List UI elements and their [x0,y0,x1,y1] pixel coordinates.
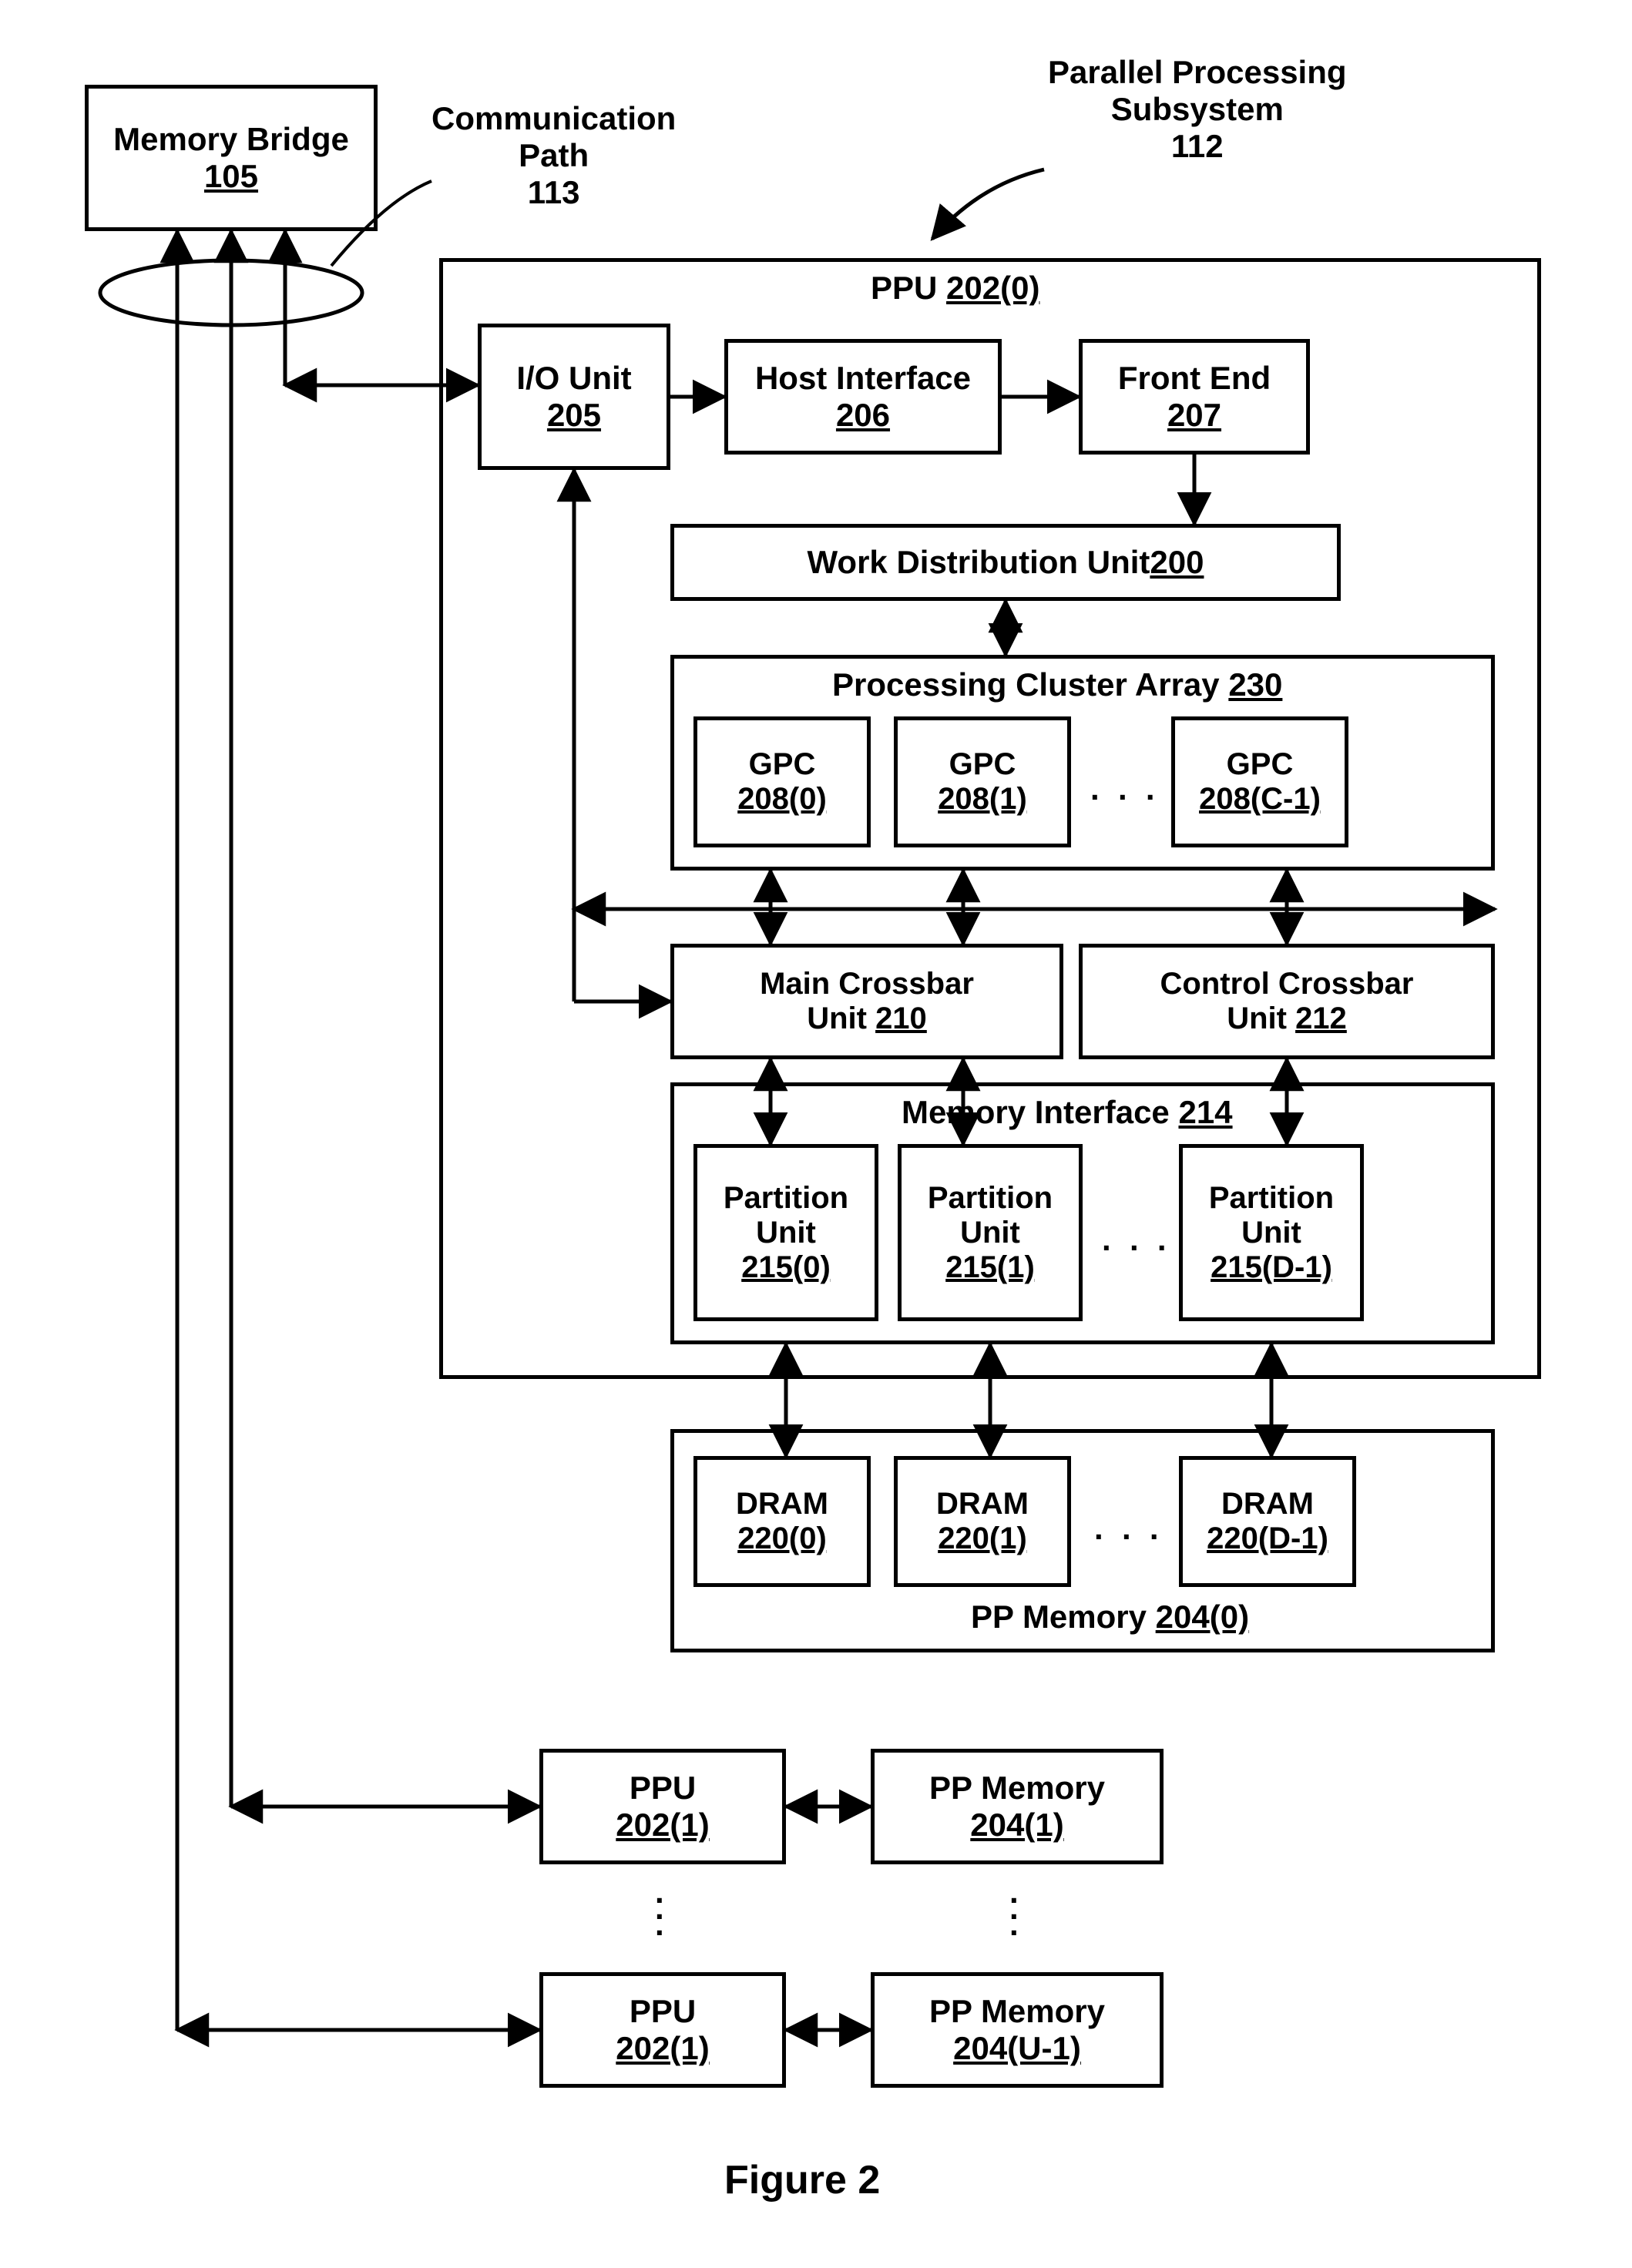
memory-bridge-block: Memory Bridge 105 [85,85,378,231]
pp-subsys-ref: 112 [1048,128,1347,165]
memif-label-text: Memory Interface [902,1094,1178,1130]
dram-1-block: DRAM 220(1) [894,1456,1071,1587]
gpc-ellipsis: . . . [1090,770,1160,807]
pca-label: Processing Cluster Array 230 [832,666,1282,703]
ppmem-u-label: PP Memory [929,1993,1105,2030]
ppu-vdots: ... [655,1884,664,1932]
gpc-0-ref: 208(0) [737,782,827,817]
control-crossbar-line2: Unit 212 [1227,1001,1347,1036]
work-dist-ref: 200 [1150,544,1204,581]
ppu-u-label: PPU [630,1993,696,2030]
main-crossbar-line2: Unit 210 [807,1001,927,1036]
partition-0-l2: Unit [756,1216,816,1250]
ppmem0-label: PP Memory 204(0) [971,1599,1249,1636]
gpc-c-label: GPC [1227,747,1294,782]
comm-path-ref: 113 [432,174,676,211]
partition-0-block: Partition Unit 215(0) [693,1144,878,1321]
partition-1-l2: Unit [960,1216,1020,1250]
host-interface-label: Host Interface [755,360,971,397]
pp-subsys-annotation: Parallel Processing Subsystem 112 [1048,54,1347,165]
ppu-1-label: PPU [630,1770,696,1807]
dram-1-ref: 220(1) [938,1522,1027,1556]
pp-subsys-line2: Subsystem [1048,91,1347,128]
ppu-1-ref: 202(1) [616,1807,709,1844]
memory-bridge-ref: 105 [204,158,258,195]
dram-d-block: DRAM 220(D-1) [1179,1456,1356,1587]
io-unit-block: I/O Unit 205 [478,324,670,470]
host-interface-block: Host Interface 206 [724,339,1002,455]
front-end-block: Front End 207 [1079,339,1310,455]
ppmem-u-block: PP Memory 204(U-1) [871,1972,1164,2088]
dram-0-ref: 220(0) [737,1522,827,1556]
control-crossbar-line1: Control Crossbar [1160,967,1414,1001]
memory-bridge-label: Memory Bridge [113,121,349,158]
comm-path-annotation: Communication Path 113 [432,100,676,211]
partition-d-l2: Unit [1241,1216,1301,1250]
comm-path-line2: Path [432,137,676,174]
gpc-c-block: GPC 208(C-1) [1171,716,1348,847]
comm-path-line1: Communication [432,100,676,137]
ppmem-u-ref: 204(U-1) [953,2030,1081,2067]
gpc-0-block: GPC 208(0) [693,716,871,847]
host-interface-ref: 206 [836,397,890,434]
ppmem-vdots: ... [1009,1884,1019,1932]
partition-1-block: Partition Unit 215(1) [898,1144,1083,1321]
ppu-1-block: PPU 202(1) [539,1749,786,1864]
ppmem0-label-text: PP Memory [971,1599,1156,1635]
dram-ellipsis: . . . [1094,1510,1164,1547]
dram-1-label: DRAM [936,1487,1029,1522]
partition-1-l1: Partition [928,1181,1053,1216]
partition-d-ref: 215(D-1) [1211,1250,1332,1285]
memif-label-ref: 214 [1178,1094,1232,1130]
ppmem0-label-ref: 204(0) [1156,1599,1249,1635]
main-crossbar-block: Main Crossbar Unit 210 [670,944,1063,1059]
ppu0-label-ref: 202(0) [946,270,1039,306]
control-crossbar-block: Control Crossbar Unit 212 [1079,944,1495,1059]
ppu0-label: PPU 202(0) [871,270,1039,307]
partition-1-ref: 215(1) [945,1250,1035,1285]
ppu-u-block: PPU 202(1) [539,1972,786,2088]
dram-0-block: DRAM 220(0) [693,1456,871,1587]
gpc-1-block: GPC 208(1) [894,716,1071,847]
work-dist-label: Work Distribution Unit [808,544,1150,581]
work-dist-block: Work Distribution Unit 200 [670,524,1341,601]
pca-label-ref: 230 [1228,666,1282,703]
ppu-u-ref: 202(1) [616,2030,709,2067]
dram-d-ref: 220(D-1) [1207,1522,1328,1556]
pp-subsys-line1: Parallel Processing [1048,54,1347,91]
pca-label-text: Processing Cluster Array [832,666,1228,703]
partition-0-l1: Partition [724,1181,848,1216]
ppmem-1-ref: 204(1) [970,1807,1063,1844]
front-end-ref: 207 [1167,397,1221,434]
partition-ellipsis: . . . [1102,1221,1171,1258]
figure-title: Figure 2 [724,2157,880,2203]
front-end-label: Front End [1118,360,1271,397]
gpc-1-ref: 208(1) [938,782,1027,817]
dram-d-label: DRAM [1221,1487,1314,1522]
main-crossbar-line1: Main Crossbar [760,967,974,1001]
io-unit-label: I/O Unit [516,360,631,397]
memif-label: Memory Interface 214 [902,1094,1233,1131]
partition-d-l1: Partition [1209,1181,1334,1216]
partition-d-block: Partition Unit 215(D-1) [1179,1144,1364,1321]
ppmem-1-block: PP Memory 204(1) [871,1749,1164,1864]
dram-0-label: DRAM [736,1487,828,1522]
gpc-1-label: GPC [949,747,1016,782]
io-unit-ref: 205 [547,397,601,434]
partition-0-ref: 215(0) [741,1250,831,1285]
gpc-c-ref: 208(C-1) [1199,782,1321,817]
ppmem-1-label: PP Memory [929,1770,1105,1807]
gpc-0-label: GPC [749,747,816,782]
ppu0-label-text: PPU [871,270,946,306]
figure-canvas: Memory Bridge 105 Communication Path 113… [0,0,1632,2268]
